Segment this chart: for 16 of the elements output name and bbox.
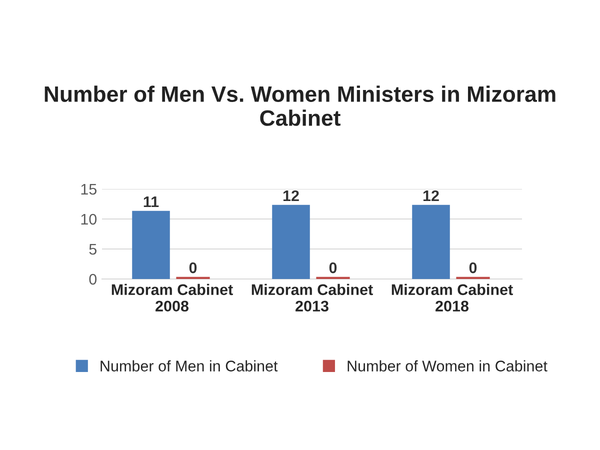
data-label: 0: [469, 262, 477, 274]
data-label: 0: [329, 262, 337, 274]
y-tick-label: 5: [89, 244, 96, 255]
x-tick-label: Mizoram Cabinet 2008: [112, 284, 233, 312]
data-label: 11: [144, 196, 159, 208]
y-tick-label: 0: [89, 274, 97, 285]
y-tick-label: 15: [81, 184, 96, 195]
x-tick-label: Mizoram Cabinet 2018: [392, 284, 513, 312]
data-label: 12: [423, 190, 439, 202]
legend-label: Number of Women in Cabinet: [348, 360, 548, 372]
y-tick-label: 10: [81, 214, 97, 225]
x-tick-label: Mizoram Cabinet 2013: [252, 284, 373, 312]
data-label: 12: [283, 190, 299, 202]
chart-title: Number of Men Vs. Women Ministers in Mizoram Cabinet: [44, 86, 556, 126]
legend-label: Number of Men in Cabinet: [100, 360, 278, 372]
data-label: 0: [189, 262, 197, 274]
